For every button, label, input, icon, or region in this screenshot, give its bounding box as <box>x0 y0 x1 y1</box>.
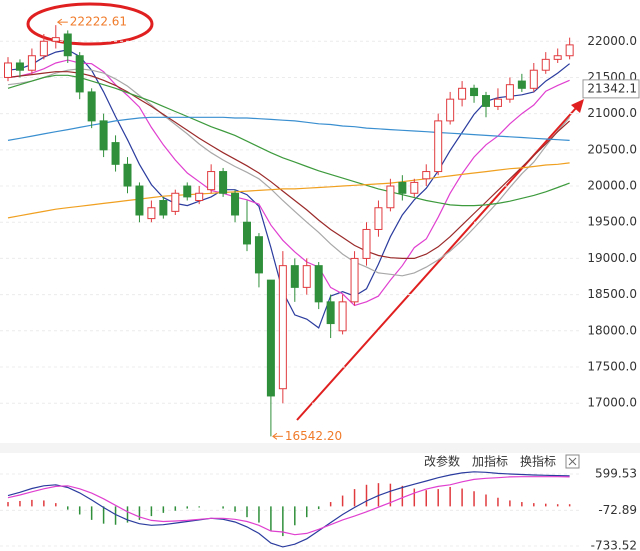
y-tick-label: 18500.0 <box>587 287 637 301</box>
candle-body <box>183 185 192 198</box>
candle-body <box>314 265 323 303</box>
candle-body <box>171 192 180 212</box>
y-tick-label: 20500.0 <box>587 142 637 156</box>
candle-body <box>505 84 514 100</box>
candle-body <box>553 55 562 60</box>
candle-body <box>39 40 48 57</box>
candle-body <box>27 55 36 71</box>
y-tick-label: -733.52 <box>591 539 637 551</box>
candle-body <box>4 62 12 78</box>
toolbar-button[interactable]: 换指标 <box>520 454 556 469</box>
candle-body <box>15 62 24 71</box>
indicator-line <box>7 68 571 277</box>
candle-body <box>386 185 395 209</box>
y-tick-label: 17000.0 <box>587 396 637 410</box>
candle-body <box>446 98 455 122</box>
panel-separator <box>0 443 640 453</box>
indicator-line <box>7 59 570 307</box>
y-tick-label: 22000.0 <box>587 34 637 48</box>
candle-body <box>374 207 383 230</box>
candle-body <box>135 185 144 216</box>
candle-body <box>410 181 419 194</box>
candle-body <box>470 87 479 97</box>
candle-body <box>51 37 60 42</box>
candle-body <box>290 265 299 288</box>
candle-body <box>422 171 431 180</box>
trend-arrow-head <box>571 99 584 113</box>
candle-body <box>87 91 96 122</box>
candle-body <box>243 221 251 245</box>
candle-body <box>398 181 407 194</box>
annotation-arrow-head <box>272 432 278 440</box>
candle-body <box>434 120 443 173</box>
indicator-line <box>7 162 570 219</box>
annotation-arrow-head <box>56 18 63 26</box>
candle-body <box>493 98 502 107</box>
toolbar-button[interactable]: 加指标 <box>472 454 508 469</box>
y-tick-label: 19500.0 <box>587 215 637 229</box>
candle-body <box>482 95 490 107</box>
candle-body <box>195 192 204 202</box>
candle-body <box>458 87 467 100</box>
candle-body <box>362 228 371 259</box>
candle-body <box>147 207 156 220</box>
candle-body <box>231 192 240 216</box>
candle-body <box>111 142 120 165</box>
y-tick-label: 20000.0 <box>587 179 637 193</box>
last-price-box <box>582 79 640 99</box>
candle-body <box>302 265 311 288</box>
candle-body <box>207 171 216 191</box>
candle-body <box>565 44 574 57</box>
candle-body <box>219 171 228 194</box>
candle-body <box>517 80 526 89</box>
y-tick-label: -72.89 <box>598 503 637 517</box>
candle-body <box>266 279 275 397</box>
last-price-label: 21342.1 <box>587 81 637 95</box>
candle-body <box>63 33 72 57</box>
annotation: 16542.20 <box>285 429 342 443</box>
indicator-line <box>7 471 570 548</box>
candle-body <box>123 163 132 187</box>
candle-body <box>350 257 359 303</box>
toolbar-button[interactable]: 改参数 <box>424 454 460 469</box>
candle-body <box>338 301 347 332</box>
indicator-line <box>7 74 570 207</box>
indicator-line <box>7 49 570 329</box>
candle-body <box>326 301 335 325</box>
candle-body <box>254 236 263 274</box>
highlight-ellipse <box>26 2 154 46</box>
indicator-line <box>7 71 571 259</box>
candle-body <box>529 69 538 89</box>
candle-body <box>278 265 287 390</box>
candle-body <box>159 200 168 216</box>
candle-body <box>99 120 108 151</box>
candle-body <box>75 55 84 93</box>
indicator-line <box>7 476 570 536</box>
close-button[interactable] <box>565 454 580 469</box>
y-tick-label: 19000.0 <box>587 251 637 265</box>
y-tick-label: 21000.0 <box>587 106 637 120</box>
y-tick-label: 18000.0 <box>587 323 637 337</box>
y-tick-label: 17500.0 <box>587 359 637 373</box>
annotation: 22222.61 <box>70 15 127 29</box>
candle-body <box>541 58 550 71</box>
y-tick-label: 599.53 <box>595 466 637 480</box>
